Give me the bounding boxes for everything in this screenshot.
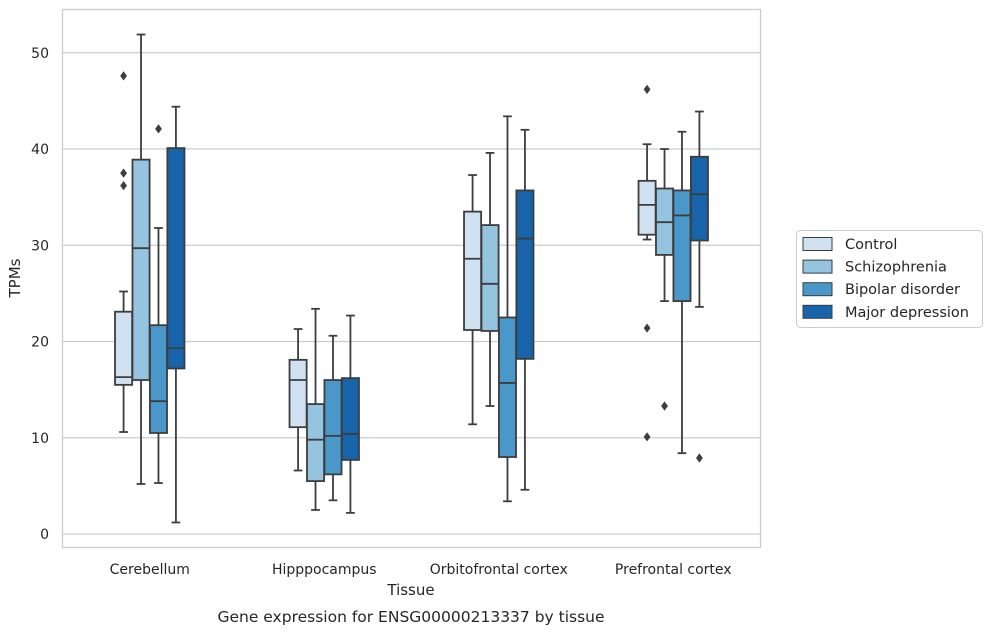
box xyxy=(166,105,186,524)
series-schizophrenia xyxy=(131,33,674,511)
box xyxy=(306,307,325,511)
box xyxy=(498,115,517,503)
x-tick-label: Cerebellum xyxy=(110,562,190,578)
box-body xyxy=(480,224,500,332)
box-body xyxy=(637,179,657,236)
x-tick-label: Prefrontal cortex xyxy=(615,562,732,578)
outlier-point xyxy=(155,124,162,134)
y-tick-label-0: 0 xyxy=(40,527,49,543)
outlier-point xyxy=(120,168,127,178)
box xyxy=(288,328,308,472)
legend-swatch xyxy=(802,304,833,319)
y-tick-labels: 0 10 20 30 40 50 xyxy=(31,46,49,543)
box-body xyxy=(149,324,168,434)
outlier-point xyxy=(661,401,668,411)
box xyxy=(340,314,360,514)
y-tick-label-10: 10 xyxy=(31,431,49,447)
box xyxy=(131,33,151,485)
x-tick-label: Orbitofrontal cortex xyxy=(430,562,568,578)
legend: Control Schizophrenia Bipolar disorder Majo… xyxy=(796,230,983,328)
x-tick-label: Hipppocampus xyxy=(272,562,377,578)
outlier-point xyxy=(120,71,127,81)
legend-swatch xyxy=(802,259,833,274)
outlier-point xyxy=(643,432,651,442)
y-tick-label-30: 30 xyxy=(31,238,49,254)
y-tick-label-50: 50 xyxy=(31,46,49,62)
box xyxy=(672,130,692,455)
x-tick-labels: Cerebellum Hipppocampus Orbitofrontal cort… xyxy=(110,562,732,578)
box xyxy=(149,124,168,484)
x-axis-title: Tissue xyxy=(386,581,434,599)
box-body xyxy=(114,310,134,386)
legend-swatch xyxy=(802,282,833,297)
outlier-point xyxy=(643,323,651,333)
box-body xyxy=(131,158,151,381)
box xyxy=(637,84,657,442)
box xyxy=(655,148,674,411)
legend-label: Major depression xyxy=(845,305,969,321)
box-body xyxy=(288,358,308,429)
outlier-point xyxy=(120,181,127,191)
box-body xyxy=(306,403,325,482)
legend-items: Control Schizophrenia Bipolar disorder Majo… xyxy=(802,237,969,321)
box xyxy=(323,334,343,502)
outlier-point xyxy=(643,84,651,94)
legend-label: Bipolar disorder xyxy=(845,282,960,298)
series-major-depression xyxy=(166,105,709,524)
box-body xyxy=(498,316,517,458)
legend-label: Schizophrenia xyxy=(845,260,947,276)
box-body xyxy=(340,377,360,461)
chart-caption: Gene expression for ENSG00000213337 by t… xyxy=(217,608,604,626)
box-series xyxy=(114,33,709,524)
y-tick-label-20: 20 xyxy=(31,335,49,351)
plot-area-frame xyxy=(61,8,762,549)
box xyxy=(463,174,483,426)
box-body xyxy=(689,155,709,242)
box xyxy=(480,152,500,407)
box-body xyxy=(323,379,343,476)
box xyxy=(689,110,709,463)
series-control xyxy=(114,71,657,472)
box xyxy=(114,71,134,433)
series-bipolar-disorder xyxy=(149,115,692,503)
box xyxy=(515,128,535,491)
y-axis-title: TPMs xyxy=(6,258,24,298)
legend-frame xyxy=(796,230,983,328)
box-body xyxy=(515,189,535,360)
y-tick-label-40: 40 xyxy=(31,142,49,158)
legend-swatch xyxy=(802,237,833,251)
box-body xyxy=(166,147,186,370)
legend-label: Control xyxy=(845,237,897,253)
box-body xyxy=(463,210,483,331)
outlier-point xyxy=(696,453,703,463)
box-body xyxy=(672,189,692,303)
